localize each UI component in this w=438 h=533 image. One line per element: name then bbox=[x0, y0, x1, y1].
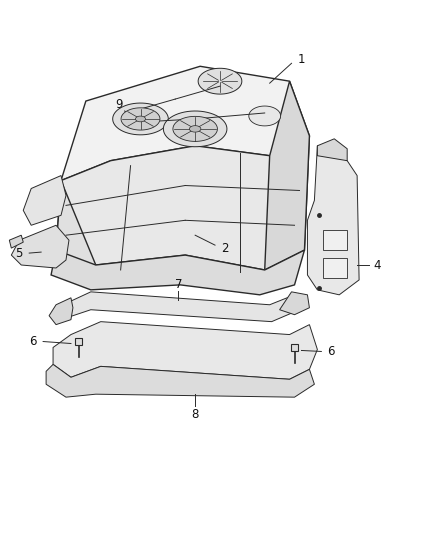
Polygon shape bbox=[61, 292, 300, 321]
Polygon shape bbox=[9, 235, 23, 248]
Polygon shape bbox=[190, 126, 201, 132]
Text: 4: 4 bbox=[373, 259, 381, 271]
Polygon shape bbox=[75, 338, 82, 345]
Polygon shape bbox=[61, 66, 309, 181]
Polygon shape bbox=[51, 250, 304, 295]
Text: 5: 5 bbox=[16, 247, 23, 260]
Text: 2: 2 bbox=[221, 241, 229, 255]
Polygon shape bbox=[198, 68, 242, 94]
Polygon shape bbox=[249, 106, 281, 126]
Polygon shape bbox=[113, 103, 168, 135]
Polygon shape bbox=[163, 111, 227, 147]
Polygon shape bbox=[307, 146, 359, 295]
Text: 1: 1 bbox=[298, 53, 305, 66]
Polygon shape bbox=[121, 108, 160, 130]
Polygon shape bbox=[279, 292, 309, 314]
Polygon shape bbox=[53, 321, 318, 379]
Polygon shape bbox=[23, 175, 66, 225]
Polygon shape bbox=[318, 139, 347, 160]
Polygon shape bbox=[265, 81, 309, 270]
Text: 7: 7 bbox=[174, 278, 182, 292]
Polygon shape bbox=[323, 258, 347, 278]
Polygon shape bbox=[11, 225, 69, 268]
Polygon shape bbox=[323, 230, 347, 250]
Polygon shape bbox=[173, 116, 217, 141]
Polygon shape bbox=[56, 181, 96, 265]
Polygon shape bbox=[56, 136, 309, 270]
Polygon shape bbox=[49, 298, 73, 325]
Polygon shape bbox=[135, 116, 145, 122]
Text: 6: 6 bbox=[328, 345, 335, 358]
Text: 6: 6 bbox=[29, 335, 37, 348]
Polygon shape bbox=[46, 365, 314, 397]
Text: 8: 8 bbox=[191, 408, 199, 421]
Text: 9: 9 bbox=[115, 98, 122, 110]
Polygon shape bbox=[291, 344, 298, 351]
